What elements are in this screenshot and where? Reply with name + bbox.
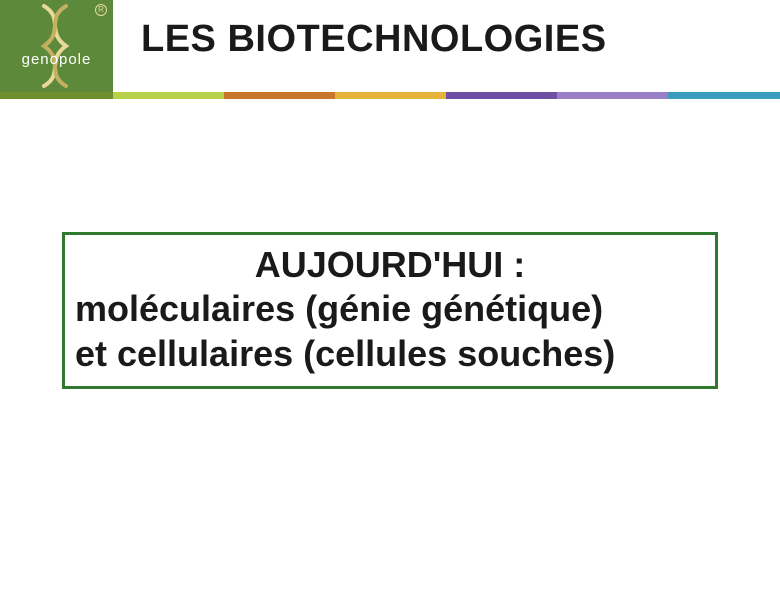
logo-brand-text: genopole xyxy=(0,51,113,68)
content-line: et cellulaires (cellules souches) xyxy=(75,331,705,376)
content-box: AUJOURD'HUI : moléculaires (génie généti… xyxy=(62,232,718,389)
header: R genopole LES BIOTECHNOLOGIES xyxy=(0,0,780,92)
logo: R genopole xyxy=(0,0,113,92)
color-segment xyxy=(0,92,113,99)
color-segment xyxy=(557,92,668,99)
registered-mark-icon: R xyxy=(95,4,107,16)
color-segment xyxy=(224,92,335,99)
decorative-color-bar xyxy=(0,92,780,99)
content-heading: AUJOURD'HUI : xyxy=(75,243,705,286)
page-title: LES BIOTECHNOLOGIES xyxy=(141,18,780,61)
title-area: LES BIOTECHNOLOGIES xyxy=(113,0,780,61)
color-segment xyxy=(113,92,224,99)
color-segment xyxy=(668,92,780,99)
content-line: moléculaires (génie génétique) xyxy=(75,286,705,331)
color-segment xyxy=(446,92,557,99)
dna-helix-icon xyxy=(38,4,72,88)
color-segment xyxy=(335,92,446,99)
